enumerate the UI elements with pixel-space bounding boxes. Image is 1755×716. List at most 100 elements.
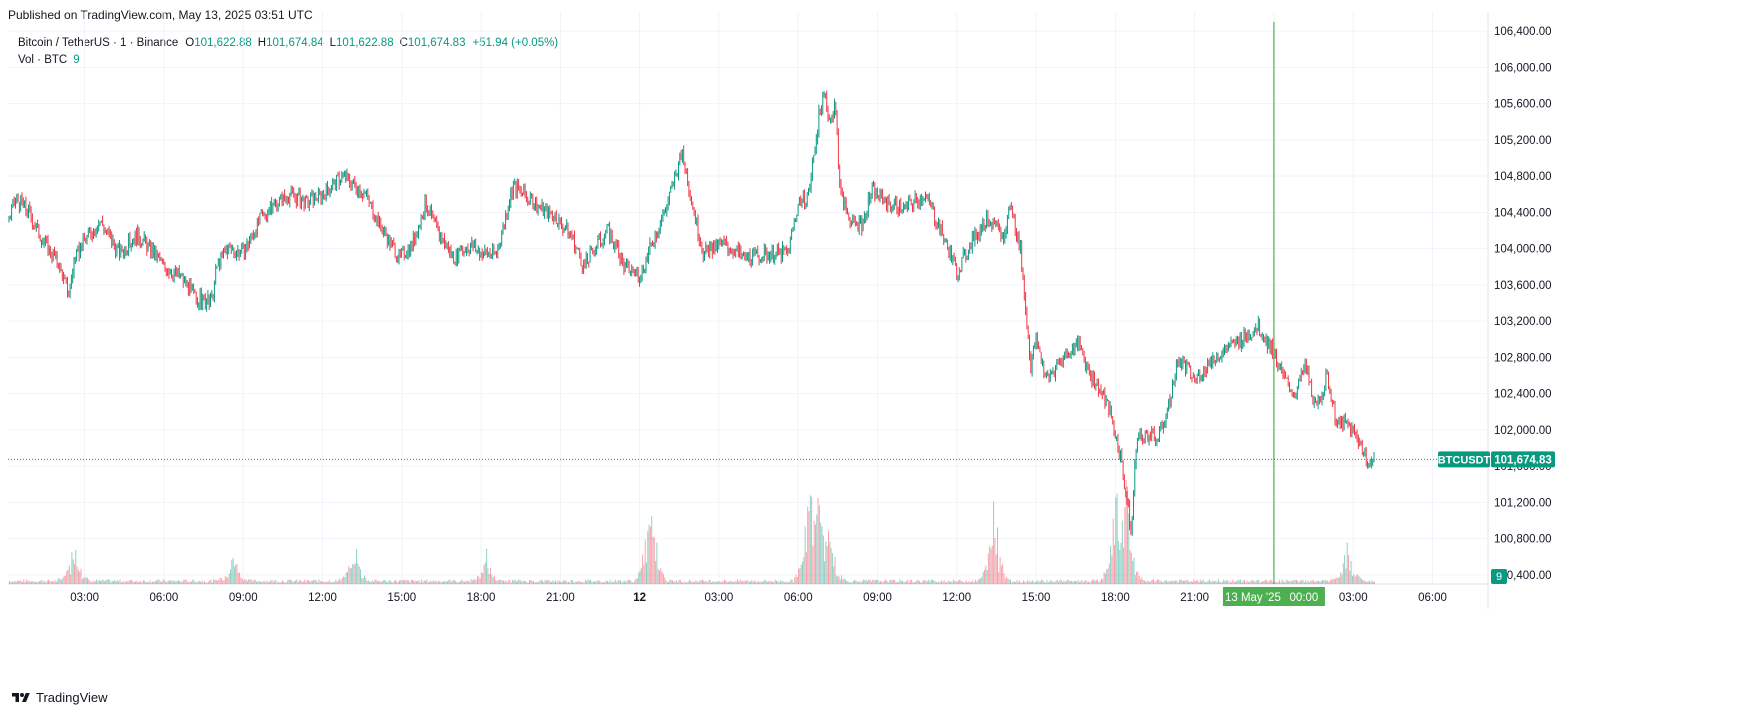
- volume-bar: [469, 582, 471, 584]
- volume-bar: [322, 581, 324, 584]
- volume-bar: [178, 580, 179, 584]
- volume-bar: [350, 567, 352, 584]
- volume-bar: [727, 582, 729, 584]
- volume-bar: [330, 582, 332, 584]
- volume-bar: [422, 582, 424, 584]
- volume-bar: [586, 580, 588, 584]
- volume-bar: [588, 580, 590, 584]
- volume-bar: [928, 579, 930, 584]
- volume-bar: [486, 548, 488, 584]
- volume-bar: [1298, 582, 1300, 584]
- volume-bar: [779, 580, 781, 584]
- legend-symbol[interactable]: Bitcoin / TetherUS · 1 · Binance: [18, 37, 179, 49]
- volume-bar: [791, 579, 793, 584]
- volume-bar: [1240, 579, 1242, 584]
- volume-bar: [1177, 582, 1179, 584]
- volume-bar: [415, 581, 417, 584]
- volume-bar: [833, 566, 835, 584]
- volume-bar: [1238, 580, 1240, 584]
- y-tick-label: 103,600.00: [1494, 280, 1552, 292]
- volume-bar: [45, 582, 47, 584]
- volume-bar: [1072, 581, 1074, 584]
- volume-bar: [1206, 581, 1208, 584]
- volume-bar: [725, 580, 727, 584]
- volume-bar: [1147, 581, 1149, 584]
- volume-bar: [1336, 577, 1338, 584]
- volume-bar: [1341, 574, 1343, 584]
- volume-bar: [1047, 582, 1049, 584]
- volume-bar: [1059, 579, 1061, 584]
- volume-bar: [561, 581, 563, 584]
- volume-bar: [412, 579, 413, 584]
- volume-bar: [181, 582, 183, 584]
- volume-bar: [66, 571, 68, 584]
- volume-bar: [250, 579, 252, 584]
- volume-bar: [214, 580, 216, 584]
- volume-bar: [1186, 579, 1188, 584]
- volume-bar: [423, 580, 425, 584]
- volume-bar: [116, 580, 118, 584]
- volume-bar: [642, 554, 644, 584]
- volume-bar: [1138, 576, 1140, 584]
- volume-bar: [360, 569, 361, 584]
- volume-bar: [920, 582, 922, 584]
- volume-bar: [770, 581, 772, 584]
- volume-bar: [652, 536, 654, 584]
- volume-bar: [152, 581, 153, 584]
- volume-bar: [1054, 582, 1056, 584]
- volume-bar: [1021, 582, 1023, 584]
- volume-bar: [530, 580, 532, 584]
- volume-bar: [29, 582, 31, 584]
- volume-bar: [735, 581, 737, 584]
- volume-bar: [465, 581, 467, 584]
- volume-bar: [1011, 582, 1013, 584]
- volume-bar: [1108, 563, 1110, 584]
- volume-bar: [913, 582, 915, 584]
- volume-bar: [28, 580, 30, 584]
- volume-bar: [681, 582, 683, 584]
- volume-bar: [388, 580, 390, 584]
- volume-bar: [168, 580, 170, 584]
- volume-bar: [84, 577, 86, 584]
- volume-bar: [664, 577, 666, 584]
- volume-bar: [382, 580, 384, 584]
- volume-bar: [1232, 579, 1234, 584]
- volume-bar: [518, 579, 520, 584]
- volume-bar: [413, 580, 415, 584]
- volume-bar: [285, 582, 287, 584]
- volume-bar: [1280, 582, 1282, 584]
- volume-bar: [105, 580, 107, 584]
- volume-bar: [165, 581, 166, 584]
- volume-bar: [517, 580, 519, 584]
- volume-bar: [760, 581, 762, 584]
- volume-bar: [662, 573, 664, 584]
- volume-bar: [605, 580, 607, 584]
- volume-bar: [1077, 579, 1079, 584]
- volume-bar: [83, 577, 85, 584]
- volume-bar: [1067, 579, 1069, 584]
- volume-bar: [551, 581, 553, 584]
- volume-bar: [1234, 581, 1236, 584]
- volume-bar: [673, 581, 675, 584]
- volume-bar: [488, 573, 490, 584]
- volume-bar: [258, 580, 260, 584]
- volume-bar: [672, 580, 673, 584]
- volume-bar: [956, 581, 958, 584]
- volume-bar: [1251, 580, 1253, 584]
- volume-bar: [353, 564, 355, 584]
- volume-bar: [339, 578, 341, 584]
- volume-bar: [1029, 580, 1031, 584]
- volume-bar: [974, 579, 976, 584]
- volume-bar: [1028, 582, 1030, 584]
- volume-bar: [1041, 579, 1043, 584]
- volume-bar: [308, 580, 309, 584]
- volume-bar: [1289, 581, 1291, 584]
- volume-bar: [1338, 577, 1340, 584]
- volume-bar: [135, 581, 137, 584]
- volume-bar: [1025, 582, 1027, 584]
- volume-bar: [795, 574, 797, 584]
- volume-bar: [1355, 575, 1357, 584]
- volume-bar: [599, 580, 601, 584]
- legend-volume-label[interactable]: Vol · BTC: [18, 54, 68, 66]
